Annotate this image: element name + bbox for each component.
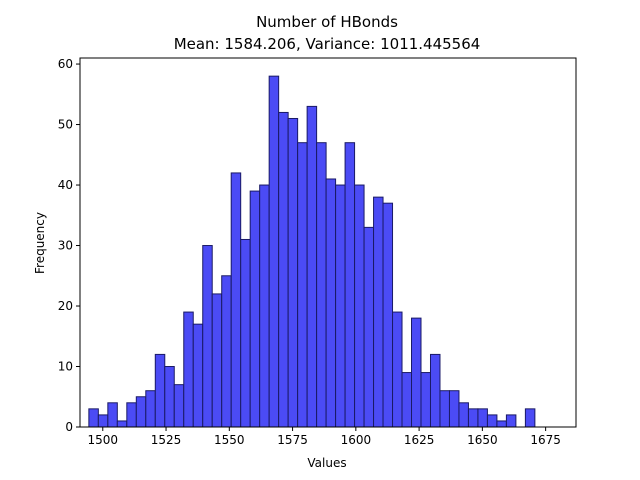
histogram-bar <box>373 196 384 428</box>
chart-title: Number of HBonds <box>256 13 398 31</box>
histogram-bar <box>306 105 318 428</box>
histogram-bar <box>401 372 413 428</box>
bars-group <box>88 75 536 428</box>
histogram-bar <box>202 245 213 428</box>
x-tick-label: 1625 <box>404 433 435 447</box>
histogram-bar <box>477 408 488 428</box>
x-axis-label: Values <box>307 456 346 470</box>
histogram-bar <box>97 414 109 428</box>
histogram-bar <box>505 414 517 428</box>
y-tick-label: 10 <box>58 360 73 374</box>
histogram-bar <box>287 117 299 428</box>
histogram-bar <box>496 420 507 428</box>
x-tick-label: 1650 <box>467 433 498 447</box>
histogram-bar <box>392 311 403 428</box>
plot-frame <box>79 57 577 428</box>
y-axis-label: Frequency <box>33 212 47 274</box>
histogram-bar <box>88 408 99 428</box>
histogram-bar <box>344 142 356 428</box>
histogram-bar <box>116 420 128 428</box>
histogram-bar <box>335 184 346 428</box>
histogram-bar <box>221 275 232 428</box>
x-tick-label: 1550 <box>214 433 245 447</box>
histogram-bar <box>458 402 469 428</box>
histogram-bar <box>448 390 460 428</box>
histogram-bar <box>268 75 280 428</box>
y-tick-label: 40 <box>58 178 73 192</box>
histogram-bar <box>354 184 365 428</box>
histogram-bar <box>249 190 261 428</box>
histogram-bar <box>135 396 147 428</box>
histogram-bar <box>439 390 450 428</box>
histogram-bar <box>154 353 166 428</box>
chart-subtitle: Mean: 1584.206, Variance: 1011.445564 <box>174 35 481 53</box>
histogram-bar <box>382 202 394 428</box>
histogram-bar <box>316 142 327 428</box>
histogram-bar <box>173 384 185 428</box>
y-axis-ticks: 0 10 20 30 40 50 60 <box>58 57 80 434</box>
y-tick-label: 20 <box>58 299 73 313</box>
histogram-bar <box>325 178 337 428</box>
histogram-bar <box>524 408 536 428</box>
y-tick-label: 0 <box>65 420 73 434</box>
histogram-bar <box>230 172 242 428</box>
histogram-bar <box>429 353 441 428</box>
y-tick-label: 60 <box>58 57 73 71</box>
histogram-bar <box>107 402 118 428</box>
histogram-bar <box>211 293 223 428</box>
histogram-bar <box>126 402 137 428</box>
histogram-bar <box>183 311 194 428</box>
y-tick-label: 50 <box>58 118 73 132</box>
histogram-bar <box>278 111 289 428</box>
histogram-bar <box>259 184 270 428</box>
histogram-bar <box>297 142 308 428</box>
x-tick-label: 1575 <box>277 433 308 447</box>
y-tick-label: 30 <box>58 239 73 253</box>
histogram-bar <box>467 408 479 428</box>
histogram-bar <box>240 238 251 428</box>
histogram-bar <box>411 317 422 428</box>
x-tick-label: 1500 <box>88 433 119 447</box>
x-tick-label: 1675 <box>530 433 561 447</box>
histogram-bar <box>420 372 431 428</box>
histogram-bar <box>145 390 156 428</box>
histogram-bar <box>363 226 375 428</box>
histogram-bar <box>164 366 175 428</box>
histogram-bar <box>486 414 498 428</box>
x-tick-label: 1600 <box>341 433 372 447</box>
x-axis-ticks: 1500 1525 1550 1575 1600 1625 1650 1675 <box>88 427 561 447</box>
x-tick-label: 1525 <box>151 433 182 447</box>
histogram-bar <box>192 323 204 428</box>
